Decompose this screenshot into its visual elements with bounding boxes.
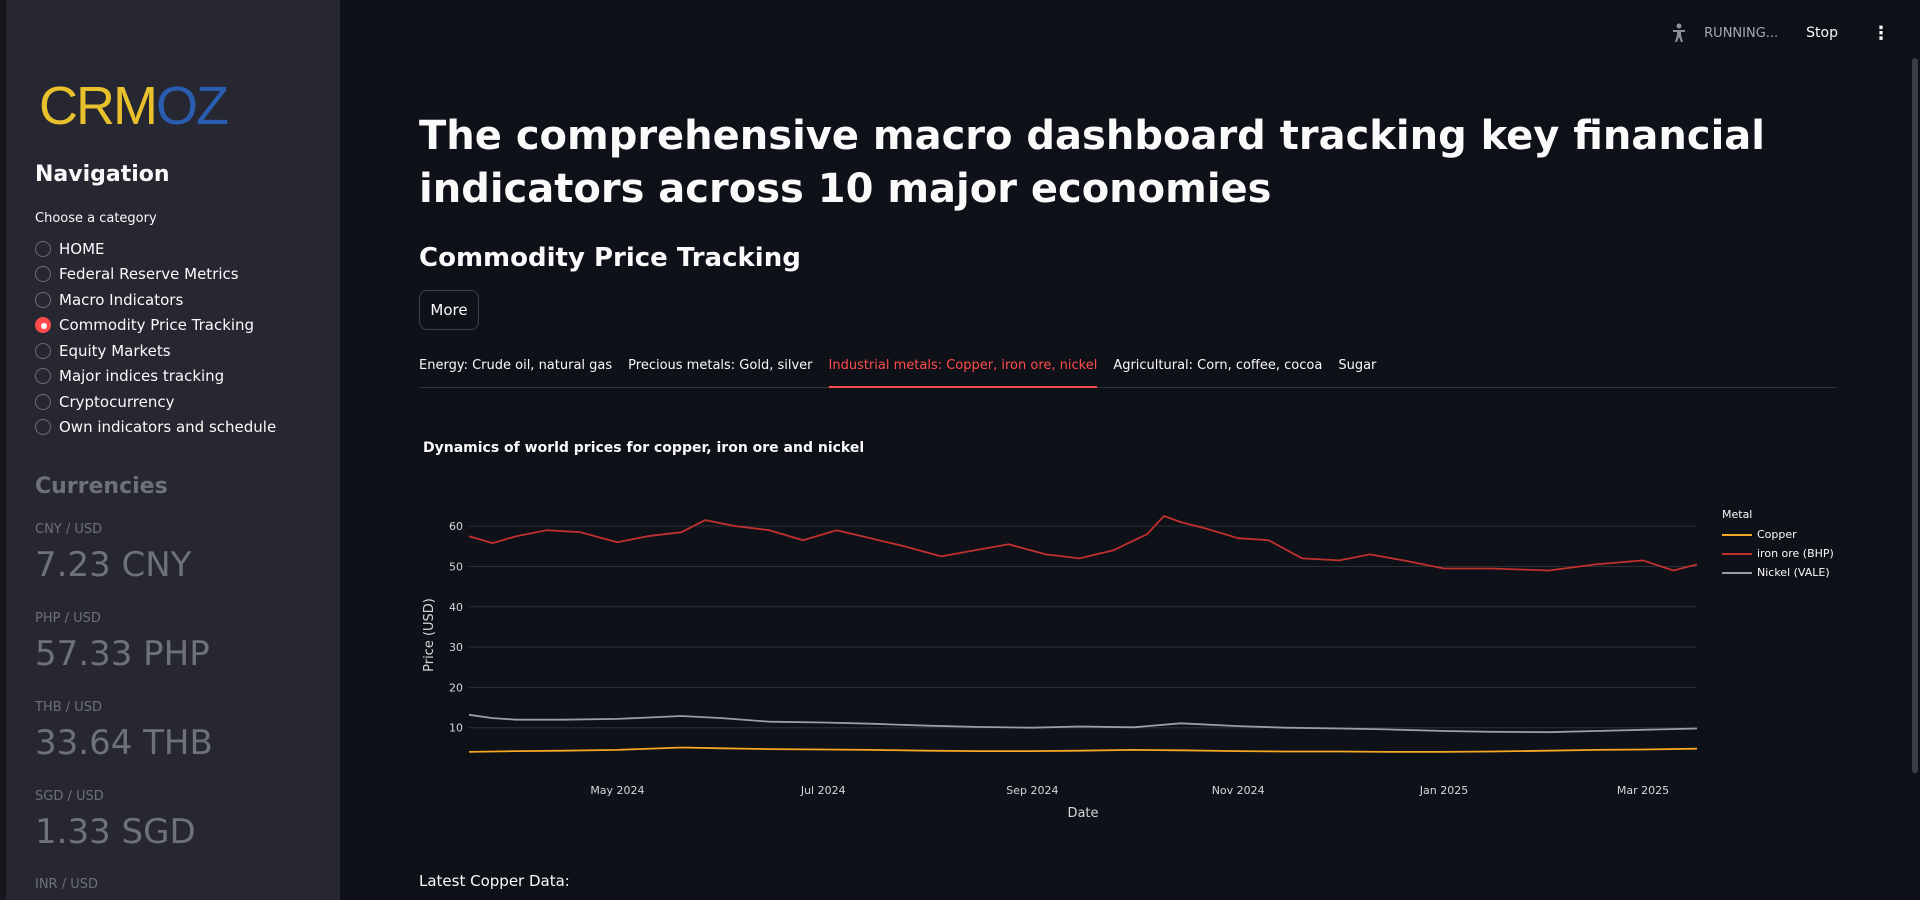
radio-button-icon[interactable] (35, 240, 51, 257)
currency-value: 7.23 CNY (35, 545, 192, 585)
radio-button-icon[interactable] (35, 266, 51, 283)
currency-value: 1.33 SGD (35, 812, 196, 852)
currency-metric-inr: INR / USD (35, 877, 98, 892)
running-person-icon (1673, 23, 1686, 42)
x-tick-label: Jan 2025 (1419, 784, 1468, 797)
x-tick-label: Nov 2024 (1212, 784, 1265, 797)
tab-sugar[interactable]: Sugar (1338, 358, 1377, 373)
radio-option-macro-indicators[interactable]: Macro Indicators (35, 287, 276, 313)
sidebar: CRMOZ Navigation Choose a category HOME … (0, 0, 340, 900)
main-content: RUNNING... Stop ⋮ The comprehensive macr… (340, 0, 1920, 900)
radio-option-label: Equity Markets (59, 341, 171, 360)
category-radio-group: HOME Federal Reserve Metrics Macro Indic… (35, 236, 276, 440)
page-title: The comprehensive macro dashboard tracki… (419, 113, 1765, 212)
radio-option-label: Macro Indicators (59, 290, 184, 309)
running-status: RUNNING... (1704, 25, 1779, 41)
more-button[interactable]: More (419, 290, 479, 330)
radio-option-equity-markets[interactable]: Equity Markets (35, 338, 276, 364)
app-logo: CRMOZ (39, 76, 229, 136)
tab-precious-metals[interactable]: Precious metals: Gold, silver (628, 358, 813, 373)
stop-button[interactable]: Stop (1806, 25, 1838, 41)
x-tick-label: Jul 2024 (800, 784, 846, 797)
latest-data-label: Latest Copper Data: (419, 872, 570, 890)
price-line-chart[interactable]: 10 20 30 40 50 60 May 2024 Jul 2024 Sep 2024 Nov … (419, 500, 1759, 830)
radio-button-icon[interactable] (35, 291, 51, 308)
kebab-menu-icon[interactable]: ⋮ (1872, 22, 1890, 44)
currency-label: THB / USD (35, 700, 103, 715)
radio-option-home[interactable]: HOME (35, 236, 276, 262)
currency-value: 57.33 PHP (35, 634, 210, 674)
legend-item-copper[interactable]: Copper (1722, 525, 1834, 544)
currency-metric-sgd: SGD / USD 1.33 SGD (35, 789, 196, 852)
currency-metric-cny: CNY / USD 7.23 CNY (35, 522, 191, 585)
radio-option-label: Commodity Price Tracking (59, 316, 255, 335)
category-radio-label: Choose a category (35, 211, 157, 226)
x-tick-label: Sep 2024 (1006, 784, 1058, 797)
currency-label: INR / USD (35, 877, 99, 892)
chart-title: Dynamics of world prices for copper, iro… (423, 440, 865, 456)
radio-option-commodity-price-tracking[interactable]: Commodity Price Tracking (35, 313, 276, 339)
radio-option-federal-reserve-metrics[interactable]: Federal Reserve Metrics (35, 262, 276, 288)
currency-metric-thb: THB / USD 33.64 THB (35, 700, 213, 763)
y-tick-label: 20 (449, 681, 463, 694)
x-axis-label: Date (1067, 806, 1098, 821)
radio-button-selected-icon[interactable] (35, 317, 51, 334)
legend-label: Copper (1757, 528, 1797, 541)
radio-option-major-indices[interactable]: Major indices tracking (35, 364, 276, 390)
y-tick-label: 60 (449, 520, 463, 533)
legend-swatch (1722, 533, 1752, 536)
currency-label: CNY / USD (35, 522, 103, 537)
radio-option-label: Own indicators and schedule (59, 418, 277, 437)
currency-metric-php: PHP / USD 57.33 PHP (35, 611, 210, 674)
radio-button-icon[interactable] (35, 342, 51, 359)
section-heading: Commodity Price Tracking (419, 243, 801, 273)
scrollbar[interactable] (1912, 58, 1918, 773)
y-tick-label: 10 (449, 722, 463, 735)
radio-button-icon[interactable] (35, 368, 51, 385)
legend-label: iron ore (BHP) (1757, 547, 1834, 560)
navigation-title: Navigation (35, 162, 170, 187)
y-tick-label: 50 (449, 560, 463, 573)
y-tick-label: 30 (449, 641, 463, 654)
tab-energy[interactable]: Energy: Crude oil, natural gas (419, 358, 613, 373)
commodity-tabs: Energy: Crude oil, natural gas Precious … (419, 356, 1837, 388)
currencies-title: Currencies (35, 474, 168, 499)
series-line-copper (468, 746, 1698, 753)
series-line-iron-ore-bhp- (468, 515, 1698, 572)
currency-label: PHP / USD (35, 611, 101, 626)
legend-item-iron-ore[interactable]: iron ore (BHP) (1722, 544, 1834, 563)
tab-industrial-metals[interactable]: Industrial metals: Copper, iron ore, nic… (828, 356, 1098, 388)
radio-option-cryptocurrency[interactable]: Cryptocurrency (35, 389, 276, 415)
radio-button-icon[interactable] (35, 419, 51, 436)
radio-option-label: Major indices tracking (59, 367, 225, 386)
legend-title: Metal (1722, 508, 1753, 521)
radio-option-label: Cryptocurrency (59, 392, 175, 411)
legend-label: Nickel (VALE) (1757, 566, 1830, 579)
legend-item-nickel[interactable]: Nickel (VALE) (1722, 563, 1834, 582)
series-line-nickel-vale- (468, 713, 1698, 734)
x-tick-label: Mar 2025 (1617, 784, 1669, 797)
x-tick-label: May 2024 (590, 784, 644, 797)
radio-button-icon[interactable] (35, 393, 51, 410)
y-axis-label: Price (USD) (422, 598, 437, 672)
currency-value: 33.64 THB (35, 723, 213, 763)
chart-legend: Metal Copper iron ore (BHP) Nickel (VALE… (1722, 508, 1834, 582)
tab-agricultural[interactable]: Agricultural: Corn, coffee, cocoa (1113, 358, 1323, 373)
legend-swatch (1722, 571, 1752, 574)
radio-option-label: Federal Reserve Metrics (59, 265, 239, 284)
app-status-bar: RUNNING... Stop ⋮ (1668, 22, 1890, 44)
currency-label: SGD / USD (35, 789, 104, 804)
y-tick-label: 40 (449, 601, 463, 614)
radio-option-label: HOME (59, 239, 105, 258)
legend-swatch (1722, 552, 1752, 555)
radio-option-own-indicators[interactable]: Own indicators and schedule (35, 415, 276, 441)
